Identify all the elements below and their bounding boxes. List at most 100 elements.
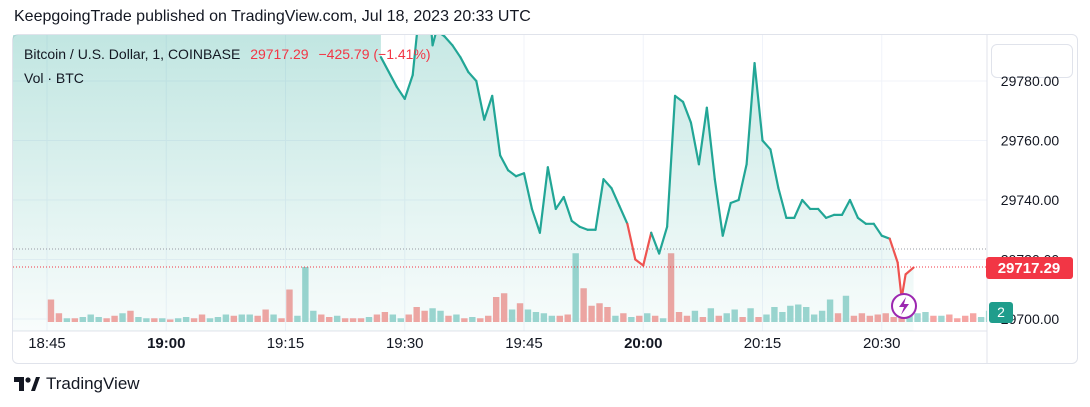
price-segment [658, 225, 669, 255]
price-line [379, 35, 915, 300]
price-segment [888, 237, 899, 264]
price-segment [681, 100, 693, 124]
price-segment [817, 207, 828, 219]
price-segment [745, 62, 756, 166]
volume-bar [938, 315, 945, 322]
x-tick-label: 19:30 [386, 335, 424, 352]
price-segment [801, 198, 812, 211]
price-segment [777, 187, 788, 219]
price-segment [403, 73, 414, 100]
price-segment [737, 163, 748, 202]
publish-info: KeepgoingTrade published on TradingView.… [14, 8, 531, 25]
price-segment [451, 44, 462, 59]
price-segment [824, 213, 836, 219]
price-segment [499, 154, 510, 172]
chart-frame [12, 34, 1078, 364]
price-segment [491, 94, 502, 157]
y-tick-label: 29740.00 [1001, 192, 1060, 208]
price-change: −425.79 (−1.41%) [318, 46, 431, 62]
volume-bar [922, 312, 929, 322]
price-segment [602, 178, 613, 190]
x-tick-label: 20:00 [624, 335, 662, 352]
price-segment [440, 35, 446, 38]
tradingview-brand[interactable]: TradingView [14, 374, 140, 394]
y-tick-label: 29760.00 [1001, 133, 1060, 149]
x-tick-label: 19:00 [147, 335, 185, 352]
price-segment [856, 216, 867, 225]
lightning-icon[interactable] [891, 293, 917, 319]
volume-bar [985, 310, 987, 322]
price-segment [650, 231, 661, 255]
volume-legend: Vol · BTC [24, 70, 84, 86]
price-segment [697, 106, 708, 166]
x-tick-label: 19:45 [505, 335, 543, 352]
price-segment [673, 94, 685, 103]
volume-bar [954, 318, 961, 322]
price-segment [618, 204, 629, 225]
chart-toolbar-button[interactable] [991, 44, 1073, 78]
price-segment [705, 106, 716, 181]
price-segment [761, 139, 772, 151]
price-segment [626, 222, 637, 261]
tradingview-logo-icon [14, 377, 40, 391]
x-tick-label: 20:15 [744, 335, 782, 352]
volume-bar [946, 314, 953, 322]
volume-bar [977, 317, 985, 322]
y-tick-label: 29700.00 [1001, 311, 1060, 327]
x-tick-label: 18:45 [28, 335, 66, 352]
volume-bar [914, 313, 921, 322]
x-tick-label: 20:30 [863, 335, 901, 352]
price-segment [483, 94, 494, 121]
volume-bar [969, 313, 977, 322]
price-segment [594, 178, 605, 231]
price-segment [904, 266, 915, 276]
volume-bar [930, 315, 937, 322]
price-segment [411, 35, 418, 77]
price-segment [769, 148, 780, 190]
price-segment [459, 56, 470, 74]
price-segment [570, 219, 581, 228]
price-segment [753, 62, 764, 142]
price-segment [507, 169, 518, 178]
price-segment [848, 198, 860, 219]
volume-bar [1065, 300, 1071, 323]
price-segment [642, 231, 653, 267]
price-segment [431, 35, 437, 47]
volume-tag: 2 [989, 302, 1013, 323]
x-axis: 18:45 19:00 19:15 19:30 19:45 20:00 20:15 20:30 [28, 335, 900, 352]
symbol-name: Bitcoin / U.S. Dollar, 1, COINBASE [24, 46, 241, 62]
price-segment [467, 70, 478, 83]
price-segment [443, 35, 454, 47]
price-segment [872, 222, 883, 237]
price-segment [610, 187, 621, 208]
price-segment [793, 198, 804, 219]
y-tick-label: 29780.00 [1001, 73, 1060, 89]
price-segment [530, 207, 542, 234]
price-tag: 29717.29 [986, 257, 1073, 279]
price-segment [729, 198, 740, 205]
price-segment [721, 201, 732, 237]
last-price: 29717.29 [250, 46, 309, 62]
symbol-legend: Bitcoin / U.S. Dollar, 1, COINBASE 29717… [24, 46, 431, 62]
price-segment [538, 166, 549, 234]
volume-bar [962, 315, 969, 322]
price-tag-label: 29717.29 [998, 260, 1061, 277]
price-segment [562, 195, 573, 222]
price-segment [395, 85, 406, 100]
price-segment [665, 94, 677, 228]
price-segment [634, 258, 645, 267]
volume-tag-label: 2 [997, 304, 1005, 320]
price-area-lead [13, 35, 381, 331]
price-segment [522, 172, 534, 211]
x-tick-label: 19:15 [267, 335, 305, 352]
price-segment [379, 56, 398, 89]
price-segment [840, 198, 852, 216]
price-segment [514, 172, 526, 178]
tradingview-label: TradingView [46, 374, 140, 393]
price-segment [689, 121, 701, 166]
price-segment [546, 166, 557, 211]
price-segment [430, 35, 434, 47]
price-segment [475, 79, 486, 121]
